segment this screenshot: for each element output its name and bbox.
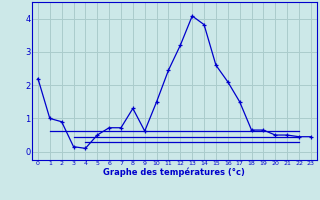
X-axis label: Graphe des températures (°c): Graphe des températures (°c): [103, 168, 245, 177]
